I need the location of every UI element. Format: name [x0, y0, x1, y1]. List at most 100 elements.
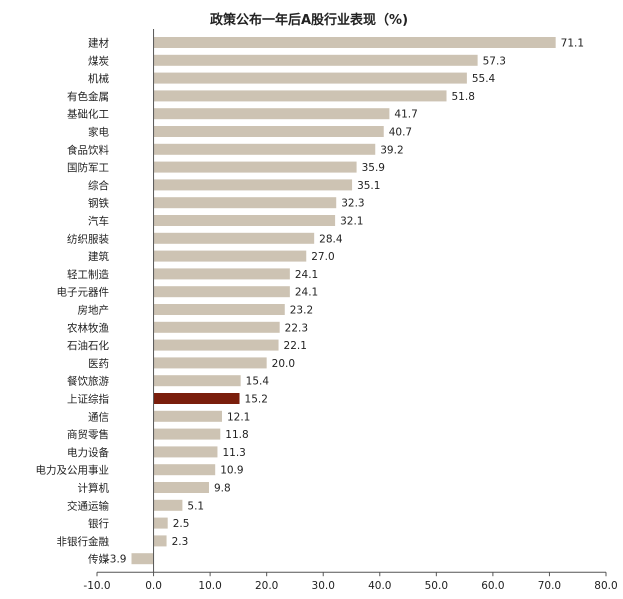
value-label: 24.1	[295, 269, 318, 281]
value-label: 15.2	[245, 394, 268, 406]
bar	[153, 482, 209, 493]
category-label: 电力设备	[67, 446, 109, 459]
bar	[131, 553, 154, 565]
x-tick-label: 20.0	[255, 580, 278, 592]
category-label: 家电	[88, 126, 109, 139]
bar	[153, 72, 467, 84]
value-label: 40.7	[389, 127, 412, 139]
bar	[153, 268, 290, 280]
x-tick-label: 0.0	[145, 580, 162, 592]
category-label: 机械	[88, 72, 109, 85]
value-label: 2.3	[172, 536, 189, 548]
x-tick-label: 30.0	[312, 580, 335, 592]
category-label: 轻工制造	[67, 268, 109, 281]
value-label: 10.9	[220, 465, 243, 477]
bar	[153, 90, 447, 102]
chart-title: 政策公布一年后A股行业表现（%)	[210, 12, 408, 28]
bar	[153, 339, 279, 351]
value-label: 28.4	[319, 233, 343, 245]
x-tick-label: 70.0	[538, 580, 561, 592]
value-label: 22.3	[285, 322, 308, 334]
category-label: 房地产	[78, 304, 110, 317]
bar	[153, 161, 357, 173]
category-labels-group: 建材煤炭机械有色金属基础化工家电食品饮料国防军工综合钢铁汽车纺织服装建筑轻工制造…	[36, 37, 110, 566]
category-label: 医药	[88, 358, 109, 370]
bar	[153, 357, 267, 369]
value-label: 35.1	[357, 180, 380, 192]
category-label: 商贸零售	[67, 428, 109, 441]
category-label: 非银行金融	[57, 535, 110, 548]
bar	[153, 54, 478, 66]
category-label: 食品饮料	[67, 143, 109, 156]
x-tick-label: 40.0	[368, 580, 391, 592]
value-label: 27.0	[311, 251, 334, 263]
value-label: 32.3	[341, 198, 364, 210]
value-label: -3.9	[106, 554, 127, 566]
value-label: 71.1	[561, 38, 584, 50]
bar	[153, 215, 336, 226]
x-tick-label: 80.0	[594, 580, 617, 592]
category-label: 建材	[88, 37, 109, 50]
bar	[153, 321, 280, 333]
value-label: 2.5	[173, 518, 190, 530]
bar	[153, 232, 315, 244]
category-label: 计算机	[78, 482, 110, 495]
bar	[153, 535, 167, 547]
category-label: 有色金属	[67, 90, 109, 103]
value-label: 20.0	[272, 358, 295, 370]
category-label: 石油石化	[67, 339, 109, 352]
category-label: 综合	[88, 179, 109, 192]
bar	[153, 250, 307, 262]
bar	[153, 143, 376, 155]
value-label: 15.4	[246, 376, 270, 388]
value-label: 11.3	[222, 447, 245, 459]
bar	[153, 393, 240, 404]
category-label: 农林牧渔	[67, 321, 109, 334]
value-label: 11.8	[225, 429, 248, 441]
bar	[153, 304, 285, 315]
category-label: 煤炭	[88, 54, 109, 67]
bar	[153, 179, 353, 191]
value-label: 55.4	[472, 73, 496, 85]
x-tick-label: 50.0	[425, 580, 448, 592]
category-label: 交通运输	[67, 499, 109, 512]
bar	[153, 517, 168, 529]
bar	[153, 126, 384, 137]
value-label: 51.8	[452, 91, 475, 103]
category-label: 电力及公用事业	[36, 464, 110, 477]
x-tick-label: -10.0	[83, 580, 110, 592]
category-label: 上证综指	[67, 393, 109, 406]
category-label: 纺织服装	[67, 232, 109, 245]
bars-group	[131, 37, 556, 565]
value-label: 23.2	[290, 305, 313, 317]
x-tick-label: 10.0	[198, 580, 221, 592]
bar	[153, 499, 183, 511]
value-label: 32.1	[340, 216, 363, 228]
bar	[153, 464, 216, 476]
value-label: 57.3	[483, 55, 506, 67]
value-label: 35.9	[362, 162, 385, 174]
category-label: 通信	[88, 411, 109, 423]
x-ticks-group: -10.0 0.0 10.0 20.0 30.0 40.0 50.0 60.0 70.0 80.0	[83, 572, 618, 592]
category-label: 建筑	[88, 250, 109, 263]
category-label: 汽车	[88, 215, 109, 228]
category-label: 基础化工	[67, 108, 109, 121]
value-label: 39.2	[380, 144, 403, 156]
category-label: 国防军工	[67, 161, 109, 174]
value-label: 41.7	[394, 109, 417, 121]
value-labels-group: 71.1 57.3 55.4 51.8 41.7 40.7 39.2 35.9 35.1 32.3…	[106, 38, 584, 566]
category-label: 餐饮旅游	[67, 375, 109, 388]
bar	[153, 446, 218, 458]
value-label: 5.1	[187, 500, 204, 512]
x-tick-label: 60.0	[481, 580, 504, 592]
category-label: 银行	[88, 517, 109, 530]
bar	[153, 37, 556, 48]
bar	[153, 428, 221, 440]
bar	[153, 286, 290, 298]
category-label: 钢铁	[88, 197, 109, 210]
bar	[153, 197, 337, 209]
bar	[153, 410, 222, 422]
value-label: 12.1	[227, 411, 250, 423]
value-label: 9.8	[214, 483, 231, 495]
